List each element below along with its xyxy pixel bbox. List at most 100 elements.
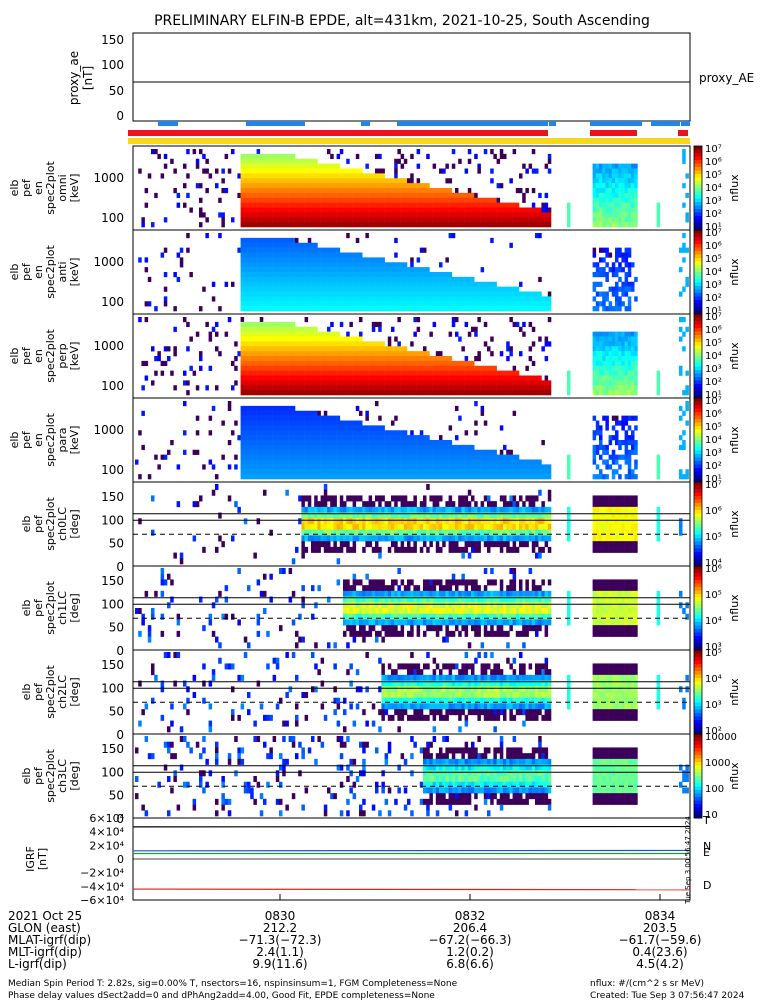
flux-cell xyxy=(634,207,638,213)
flux-cell xyxy=(547,168,552,174)
flux-cell xyxy=(605,459,609,465)
flux-cell xyxy=(269,454,273,460)
flux-cell xyxy=(259,262,264,268)
flux-cell xyxy=(429,464,433,470)
flux-cell xyxy=(285,435,289,441)
flux-cell xyxy=(330,163,334,169)
flux-cell xyxy=(256,207,261,213)
flux-cell xyxy=(279,202,283,208)
flux-cell xyxy=(327,247,331,253)
flux-cell xyxy=(413,440,417,446)
flux-cell xyxy=(567,380,571,386)
flux-cell xyxy=(461,197,465,203)
flux-cell xyxy=(250,405,254,412)
flux-cell xyxy=(416,149,421,155)
flux-cell xyxy=(298,390,302,396)
flux-cell xyxy=(371,286,376,292)
flux-cell xyxy=(323,459,328,465)
flux-cell xyxy=(400,430,405,436)
flux-cell xyxy=(592,252,597,258)
flux-cell xyxy=(621,380,625,386)
flux-cell xyxy=(336,469,341,475)
flux-cell xyxy=(403,444,408,451)
flux-cell xyxy=(282,183,286,189)
flux-cell xyxy=(512,301,517,307)
flux-cell xyxy=(621,207,625,213)
flux-cell xyxy=(685,276,689,283)
flux-cell xyxy=(311,257,315,263)
flux-cell xyxy=(538,207,542,213)
flux-cell xyxy=(247,267,251,273)
flux-cell xyxy=(378,351,382,357)
flux-cell xyxy=(535,469,539,475)
flux-cell xyxy=(298,474,302,480)
flux-cell xyxy=(317,346,321,352)
flux-cell xyxy=(595,375,600,381)
flux-cell xyxy=(263,360,267,367)
flux-cell xyxy=(400,390,405,396)
flux-cell xyxy=(448,212,453,218)
flux-cell xyxy=(435,291,440,297)
flux-cell xyxy=(544,375,549,381)
flux-cell xyxy=(314,336,318,342)
flux-cell xyxy=(496,197,501,203)
flux-cell xyxy=(611,291,616,297)
flux-cell xyxy=(442,202,446,208)
flux-cell xyxy=(330,430,334,436)
flux-cell xyxy=(467,207,472,213)
flux-cell xyxy=(384,356,389,362)
flux-cell xyxy=(394,415,398,421)
flux-cell xyxy=(368,474,373,480)
flux-cell xyxy=(391,262,395,268)
flux-cell xyxy=(451,390,456,396)
flux-cell xyxy=(240,286,245,292)
flux-cell xyxy=(259,449,264,455)
flux-cell xyxy=(275,440,280,446)
flux-cell xyxy=(407,183,411,189)
flux-cell xyxy=(352,217,357,223)
flux-cell xyxy=(336,192,341,199)
flux-cell xyxy=(253,405,257,412)
proxy-ae-frame xyxy=(132,32,691,122)
flux-cell xyxy=(253,444,257,451)
flux-cell xyxy=(375,183,379,189)
flux-cell xyxy=(531,168,536,174)
proxy-ae-legend: proxy_AE xyxy=(699,71,754,85)
flux-cell xyxy=(247,356,251,362)
flux-cell xyxy=(391,449,395,455)
flux-cell xyxy=(445,356,449,362)
flux-cell xyxy=(339,262,344,268)
flux-cell xyxy=(301,267,305,273)
flux-cell xyxy=(295,237,299,244)
flux-cell xyxy=(346,420,350,426)
flux-cell xyxy=(365,425,369,431)
flux-cell xyxy=(285,454,289,460)
flux-cell xyxy=(611,415,616,421)
flux-cell xyxy=(493,375,497,381)
flux-cell xyxy=(525,207,529,213)
flux-cell xyxy=(266,276,270,283)
flux-cell xyxy=(538,217,542,223)
flux-cell xyxy=(416,212,421,218)
flux-cell xyxy=(343,360,347,367)
flux-cell xyxy=(291,351,296,357)
flux-cell xyxy=(352,346,357,352)
flux-cell xyxy=(397,202,401,208)
flux-cell xyxy=(458,469,462,475)
flux-cell xyxy=(288,454,293,460)
flux-cell xyxy=(269,380,273,386)
flux-cell xyxy=(250,336,254,342)
flux-cell xyxy=(381,360,385,367)
flux-cell xyxy=(499,291,504,297)
flux-cell xyxy=(432,197,437,203)
flux-cell xyxy=(387,301,392,307)
flux-cell xyxy=(327,375,331,381)
flux-cell xyxy=(499,459,504,465)
flux-cell xyxy=(448,454,453,460)
flux-cell xyxy=(243,435,248,441)
flux-cell xyxy=(317,410,321,416)
energy-ylabel-line: [keV] xyxy=(68,174,81,203)
flux-cell xyxy=(259,375,264,381)
flux-cell xyxy=(397,178,401,184)
flux-cell xyxy=(592,202,597,208)
